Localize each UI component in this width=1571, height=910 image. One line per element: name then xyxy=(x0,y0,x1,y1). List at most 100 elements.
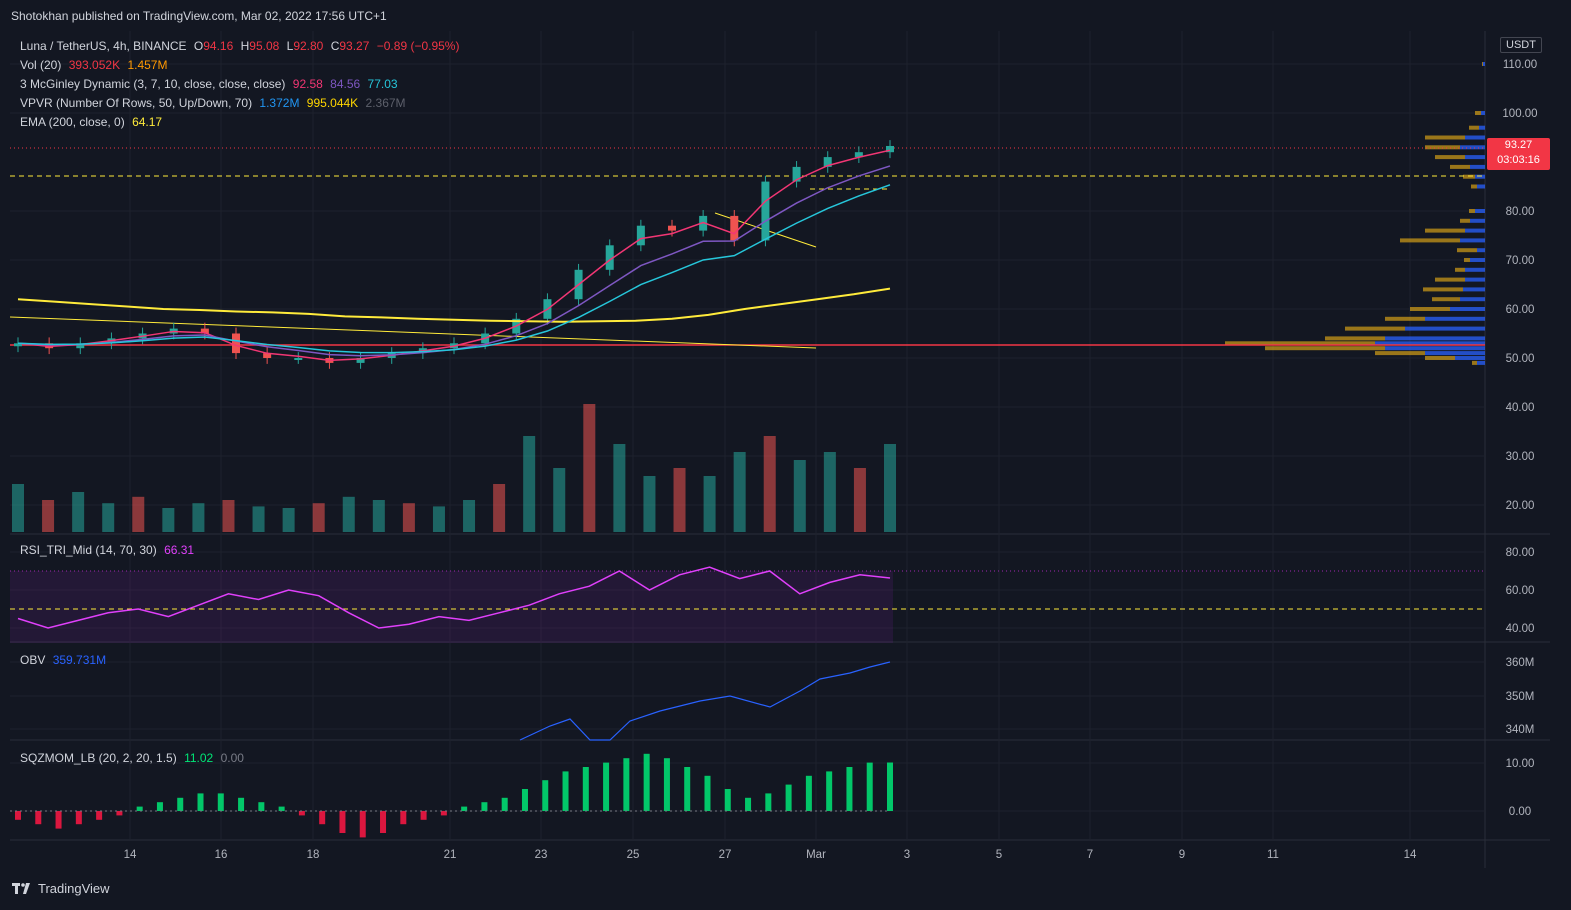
vpvr-down-bar xyxy=(1464,258,1470,262)
price-axis-label: 100.00 xyxy=(1502,108,1537,120)
volume-bar xyxy=(42,500,55,532)
candle-body xyxy=(232,333,240,354)
mcginley-mid-line xyxy=(17,165,891,357)
low-label: L xyxy=(286,39,294,53)
obv-legend[interactable]: OBV 359.731M xyxy=(20,653,110,667)
volume-bar xyxy=(132,496,145,532)
low-value: 92.80 xyxy=(293,39,324,53)
vpvr-up-bar xyxy=(1475,174,1485,179)
squeeze-bar xyxy=(75,811,82,825)
vpvr-down-bar xyxy=(1410,307,1450,311)
squeeze-bar xyxy=(380,811,387,833)
obv-axis-label: 340M xyxy=(1506,724,1535,736)
tradingview-brand[interactable]: TradingView xyxy=(12,881,110,896)
vpvr-up-bar xyxy=(1455,356,1485,360)
vpvr-value-1: 1.372M xyxy=(259,96,300,110)
vpvr-up-bar xyxy=(1470,164,1485,169)
price-axis-label: 50.00 xyxy=(1506,353,1535,365)
candle-body xyxy=(356,358,365,363)
vpvr-label: VPVR (Number Of Rows, 50, Up/Down, 70) xyxy=(20,96,253,110)
squeeze-bar xyxy=(420,811,427,820)
time-axis-label: 23 xyxy=(535,849,548,861)
mcginley-value-3: 77.03 xyxy=(367,77,398,91)
volume-bar xyxy=(372,500,385,532)
vpvr-up-bar xyxy=(1460,145,1485,150)
time-axis-label: 27 xyxy=(719,849,732,861)
vpvr-down-bar xyxy=(1435,155,1465,160)
squeeze-bar xyxy=(643,753,650,811)
vpvr-legend[interactable]: VPVR (Number Of Rows, 50, Up/Down, 70) 1… xyxy=(20,96,410,110)
time-axis-label: 14 xyxy=(1404,849,1417,861)
sqz-legend[interactable]: SQZMOM_LB (20, 2, 20, 1.5) 11.02 0.00 xyxy=(20,751,248,765)
vpvr-down-bar xyxy=(1265,346,1385,351)
vpvr-up-bar xyxy=(1477,184,1485,189)
mcginley-legend[interactable]: 3 McGinley Dynamic (3, 7, 10, close, clo… xyxy=(20,77,402,91)
squeeze-bar xyxy=(298,811,305,816)
trend-line-long xyxy=(10,316,817,349)
symbol-legend[interactable]: Luna / TetherUS, 4h, BINANCE O94.16 H95.… xyxy=(20,39,463,53)
time-axis-label: 18 xyxy=(307,849,320,861)
vpvr-up-bar xyxy=(1465,135,1485,140)
squeeze-bar xyxy=(684,767,691,811)
volume-bar xyxy=(432,506,445,532)
candle-body xyxy=(730,215,739,241)
volume-bar xyxy=(162,508,175,532)
mcginley-fast-line xyxy=(17,149,891,362)
candle-body xyxy=(14,343,22,347)
volume-bar xyxy=(102,503,115,532)
vpvr-up-bar xyxy=(1385,346,1485,351)
rsi-band xyxy=(10,571,893,643)
ema-value: 64.17 xyxy=(132,115,163,129)
squeeze-bar xyxy=(177,797,184,811)
vpvr-down-bar xyxy=(1469,209,1475,213)
candle-body xyxy=(854,152,863,158)
vpvr-up-bar xyxy=(1477,248,1485,253)
squeeze-bar xyxy=(238,797,245,811)
vpvr-up-bar xyxy=(1477,360,1485,365)
vpvr-down-bar xyxy=(1469,125,1479,130)
time-axis-label: 11 xyxy=(1267,849,1279,861)
squeeze-bar xyxy=(562,771,569,811)
candle-body xyxy=(668,225,676,231)
volume-bar xyxy=(222,500,235,532)
change-value: −0.89 (−0.95%) xyxy=(376,39,460,53)
squeeze-bar xyxy=(319,811,326,825)
vpvr-up-bar xyxy=(1481,111,1485,115)
squeeze-bar xyxy=(501,797,508,811)
vol-legend[interactable]: Vol (20) 393.052K 1.457M xyxy=(20,58,171,72)
sqz-value-1: 11.02 xyxy=(184,751,214,765)
vpvr-up-bar xyxy=(1483,62,1485,66)
time-axis-label: 3 xyxy=(904,849,910,861)
sqz-axis-label: 10.00 xyxy=(1506,758,1535,770)
squeeze-bar xyxy=(461,806,468,811)
candle-body xyxy=(823,157,832,167)
vpvr-up-bar xyxy=(1475,209,1485,213)
volume-bar xyxy=(793,460,806,532)
chart-area[interactable]: 14 16 18 21 23 25 27 Mar 3 5 7 9 11 14 110.00 100.00 80.… xyxy=(10,31,1550,868)
vol-value-2: 1.457M xyxy=(127,58,168,72)
squeeze-bar xyxy=(887,762,893,811)
close-value: 93.27 xyxy=(339,39,370,53)
currency-label[interactable]: USDT xyxy=(1500,37,1542,53)
rsi-axis-label: 60.00 xyxy=(1506,585,1535,597)
vpvr-up-bar xyxy=(1460,297,1485,302)
sqz-value-2: 0.00 xyxy=(220,751,244,765)
squeeze-bar xyxy=(481,802,488,811)
mcginley-slow-line xyxy=(17,184,891,354)
volume-bar xyxy=(342,496,355,532)
squeeze-bar xyxy=(339,811,346,833)
price-axis-label: 30.00 xyxy=(1506,451,1535,463)
squeeze-bar xyxy=(258,802,265,811)
rsi-legend[interactable]: RSI_TRI_Mid (14, 70, 30) 66.31 xyxy=(20,543,198,557)
time-axis-label: 5 xyxy=(996,849,1002,861)
time-axis-label: Mar xyxy=(806,849,826,861)
volume-bar xyxy=(884,444,896,532)
ema200-line xyxy=(17,287,891,323)
squeeze-bar xyxy=(785,784,792,811)
vpvr-down-bar xyxy=(1400,238,1460,243)
ema-legend[interactable]: EMA (200, close, 0) 64.17 xyxy=(20,115,166,129)
squeeze-bar xyxy=(156,802,163,811)
squeeze-bar xyxy=(15,811,21,820)
squeeze-bar xyxy=(116,811,123,816)
vpvr-down-bar xyxy=(1455,267,1465,272)
